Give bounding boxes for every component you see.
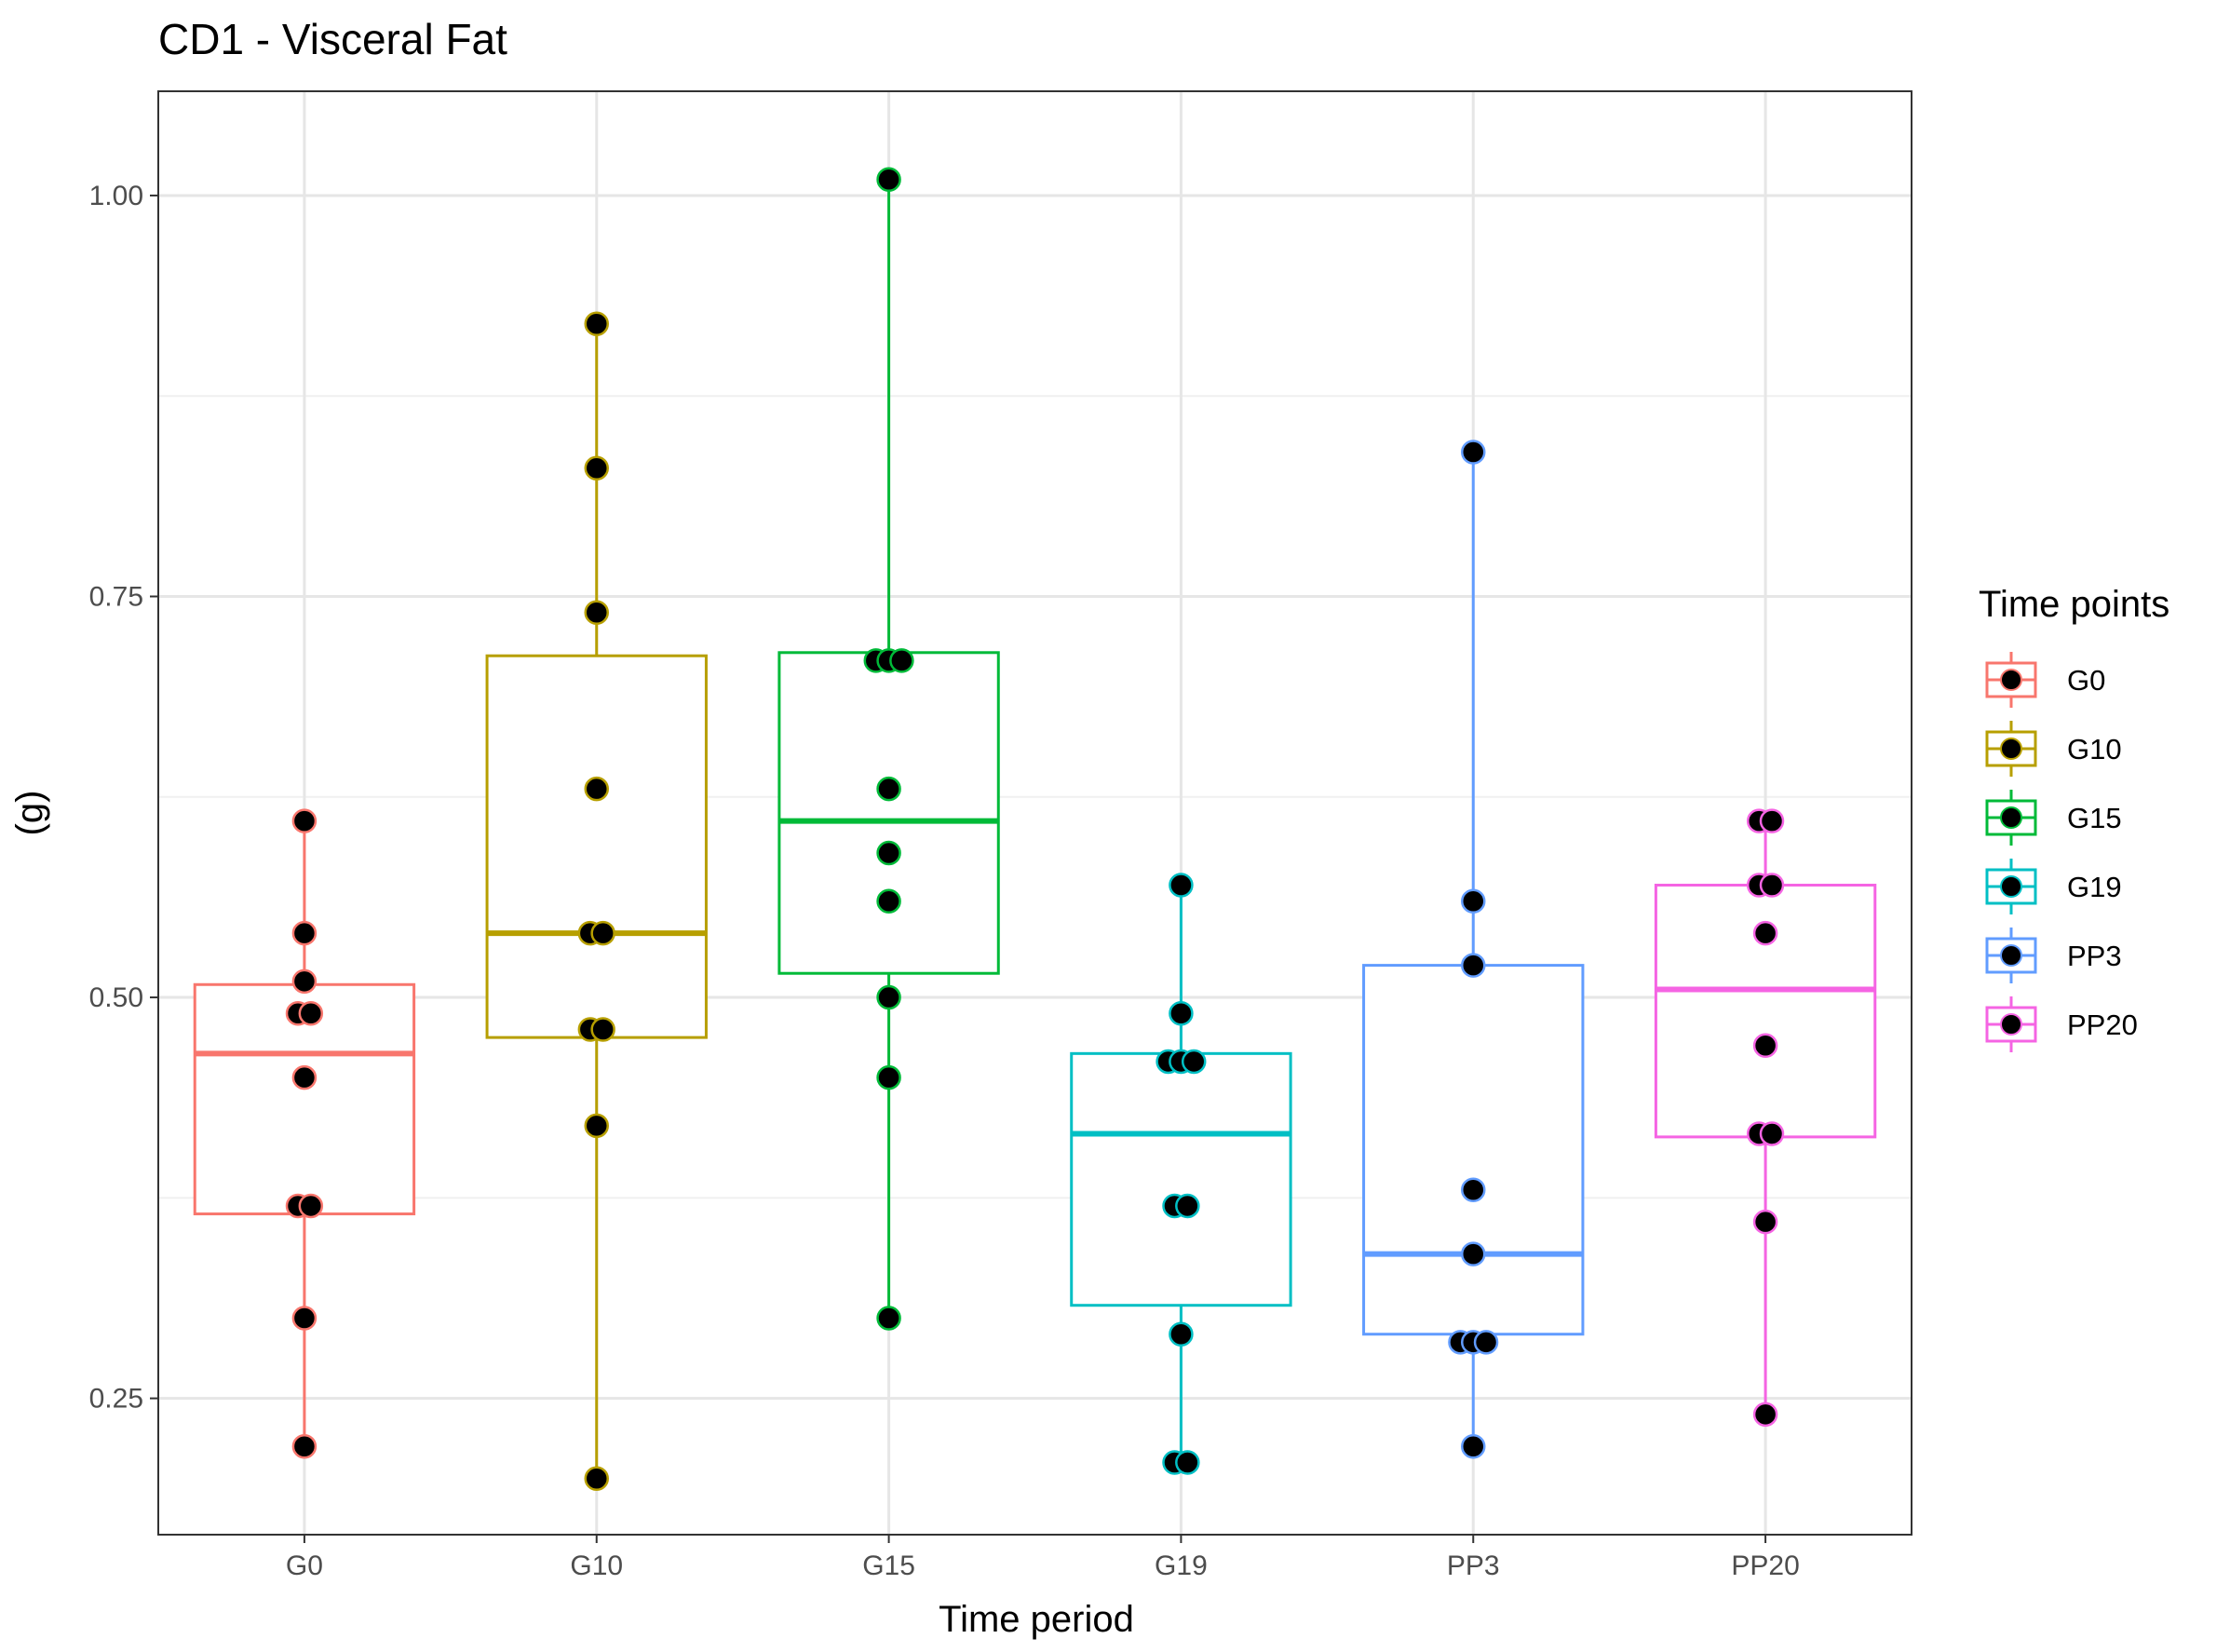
x-axis: G0 G10 G15 G19 PP3 PP20 — [286, 1535, 1800, 1581]
legend-item-g10: G10 — [1985, 721, 2122, 777]
data-point — [1461, 888, 1486, 914]
data-point — [876, 984, 901, 1010]
data-point — [876, 1064, 901, 1090]
data-point — [876, 776, 901, 802]
x-tick-label: G19 — [1155, 1550, 1208, 1581]
data-point — [584, 600, 609, 625]
box-iqr — [1362, 964, 1585, 1336]
data-point — [1461, 953, 1486, 978]
box-iqr — [777, 651, 1000, 975]
data-point — [1169, 873, 1194, 898]
data-point — [1181, 1049, 1207, 1075]
boxes-layer — [193, 179, 1877, 1479]
y-axis-title: (g) — [9, 791, 50, 836]
data-point — [1752, 1401, 1778, 1428]
data-point — [291, 1434, 318, 1459]
legend-item-g19: G19 — [1985, 859, 2122, 914]
box-iqr — [485, 654, 708, 1039]
y-axis: 0.25 0.50 0.75 1.00 — [89, 181, 158, 1415]
data-point — [1759, 1121, 1785, 1146]
data-point — [584, 1466, 609, 1491]
x-tick-label: PP3 — [1447, 1550, 1500, 1581]
box-g10 — [485, 323, 708, 1479]
data-point — [291, 808, 318, 833]
minor-gridlines — [158, 395, 1912, 1199]
legend-label: PP20 — [2067, 1009, 2138, 1041]
legend-label: G15 — [2067, 802, 2122, 834]
x-tick-label: PP20 — [1731, 1550, 1799, 1581]
data-point — [584, 1113, 609, 1139]
plot-panel-border — [157, 90, 1912, 1536]
box-iqr — [1070, 1051, 1292, 1307]
x-axis-title: Time period — [939, 1599, 1134, 1640]
data-point — [1461, 1434, 1486, 1459]
legend-key-point — [2000, 1013, 2022, 1036]
legend-item-pp3: PP3 — [1985, 928, 2122, 983]
legend-item-g0: G0 — [1985, 652, 2105, 708]
data-point — [584, 311, 609, 336]
legend-key-point — [2000, 944, 2022, 967]
y-tick-label: 0.75 — [89, 582, 143, 613]
data-point — [1473, 1330, 1499, 1355]
data-point — [1175, 1193, 1200, 1219]
legend-key-point — [2000, 806, 2022, 829]
x-tick-label: G15 — [862, 1550, 915, 1581]
legend-label: G19 — [2067, 871, 2122, 903]
data-point — [590, 920, 615, 946]
points-g19 — [1156, 873, 1207, 1475]
legend-key-point — [2000, 669, 2022, 691]
data-point — [1752, 1209, 1778, 1235]
box-g15 — [777, 179, 1000, 1319]
data-point — [1169, 1001, 1194, 1026]
points-pp3 — [1448, 440, 1499, 1459]
data-point — [1461, 440, 1486, 465]
chart-title: CD1 - Visceral Fat — [158, 15, 507, 63]
legend-key-point — [2000, 738, 2022, 760]
data-point — [298, 1001, 324, 1026]
data-point — [1752, 920, 1778, 946]
data-point — [876, 1306, 901, 1331]
data-point — [876, 167, 901, 192]
data-point — [584, 776, 609, 802]
data-point — [1461, 1241, 1486, 1266]
data-point — [876, 888, 901, 914]
points-g15 — [863, 167, 914, 1331]
data-point — [1175, 1450, 1200, 1475]
box-pp3 — [1362, 452, 1585, 1447]
legend-items: G0 G10 G15 G19 PP3 PP20 — [1985, 652, 2138, 1052]
data-point — [1759, 873, 1785, 898]
data-point — [1752, 1033, 1778, 1058]
data-point — [291, 1306, 318, 1331]
x-tick-label: G0 — [286, 1550, 323, 1581]
data-point — [298, 1193, 324, 1219]
y-tick-label: 0.50 — [89, 982, 143, 1013]
legend-label: G10 — [2067, 733, 2122, 765]
data-point — [291, 920, 318, 946]
y-tick-label: 1.00 — [89, 181, 143, 211]
data-point — [1759, 808, 1785, 833]
data-point — [889, 648, 914, 673]
plot-panel — [158, 91, 1912, 1535]
points-pp20 — [1746, 808, 1785, 1428]
points-g10 — [577, 311, 615, 1491]
data-point — [291, 1064, 318, 1090]
points-g0 — [285, 808, 324, 1459]
data-point — [1461, 1177, 1486, 1202]
y-tick-label: 0.25 — [89, 1384, 143, 1415]
legend-item-g15: G15 — [1985, 790, 2122, 846]
data-point — [291, 968, 318, 995]
legend-label: PP3 — [2067, 940, 2122, 972]
x-tick-label: G10 — [570, 1550, 623, 1581]
data-point — [590, 1017, 615, 1042]
legend-title: Time points — [1979, 584, 2169, 625]
legend-item-pp20: PP20 — [1985, 996, 2138, 1052]
legend-label: G0 — [2067, 664, 2105, 697]
data-point — [876, 840, 901, 866]
data-point — [584, 455, 609, 481]
legend-key-point — [2000, 875, 2022, 898]
data-point — [1169, 1321, 1194, 1347]
points-layer — [285, 167, 1785, 1491]
legend: Time points G0 G10 G15 G19 PP3 PP20 — [1979, 584, 2169, 1052]
